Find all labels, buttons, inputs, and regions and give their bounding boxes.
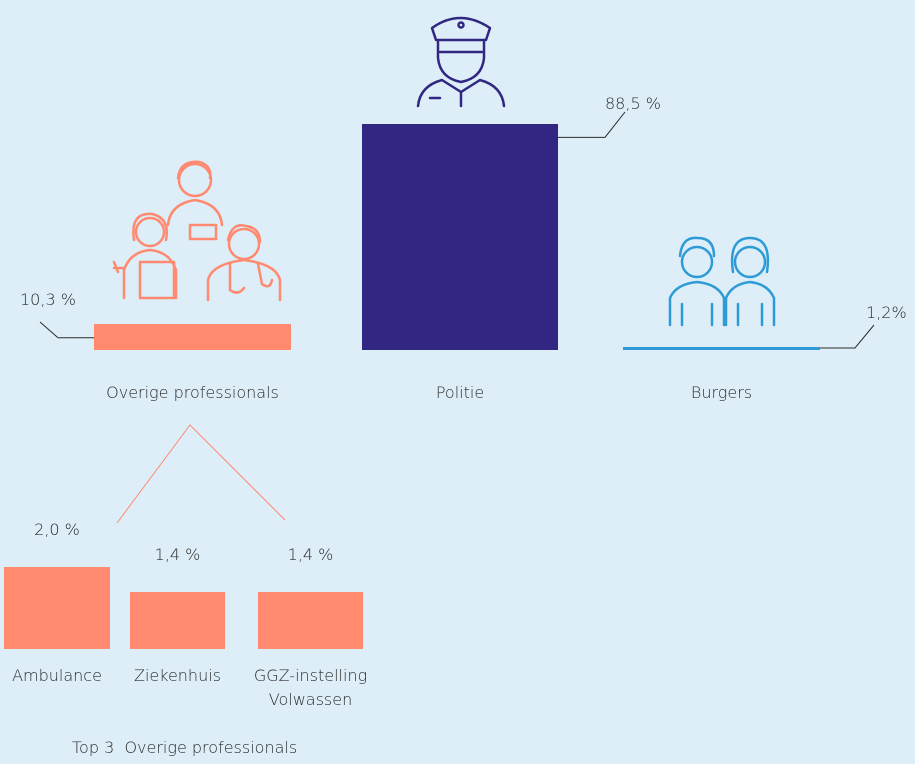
breakdown-bracket — [116, 424, 286, 524]
value-label: 88,5 % — [605, 94, 661, 113]
value-label: 2,0 % — [34, 520, 80, 539]
category-label: Politie — [435, 383, 485, 402]
bar — [130, 591, 225, 649]
bar — [94, 323, 291, 350]
value-label: 1,4 % — [287, 544, 334, 564]
bar — [623, 346, 820, 350]
police-icon — [416, 16, 506, 108]
value-label: 1,4 % — [154, 544, 201, 564]
value-label: 10,3 % — [20, 290, 76, 309]
category-label: Burgers — [690, 383, 753, 402]
category-label: GGZ-instelling Volwassen — [253, 666, 368, 709]
chart-title: Top 3 Overige professionals — [72, 738, 298, 757]
leader-line — [820, 324, 875, 349]
bar — [362, 124, 558, 350]
category-label: Overige professionals — [106, 383, 279, 402]
citizens-icon — [668, 236, 776, 327]
leader-line — [39, 321, 94, 339]
leader-line — [558, 111, 626, 138]
bar — [4, 567, 110, 649]
bar — [258, 591, 363, 649]
category-label: Ziekenhuis — [134, 666, 221, 685]
professionals-icon — [112, 160, 282, 302]
category-label: Ambulance — [12, 666, 102, 685]
value-label: 1,2% — [866, 303, 907, 322]
